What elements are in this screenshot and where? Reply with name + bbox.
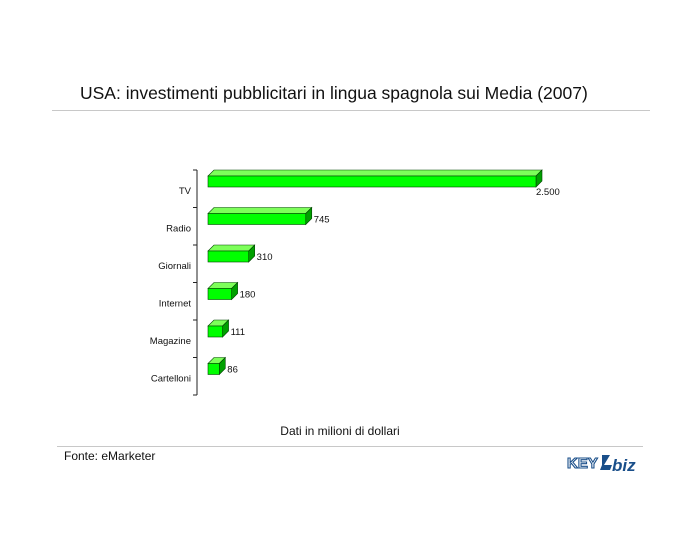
bar-internet: Internet 180 [159, 281, 256, 310]
bar-front-face [207, 288, 232, 300]
bars-group: TV 2.500 Radio 745 Giornali 310 Internet 180 Mag… [150, 169, 560, 385]
bar-giornali: Giornali 310 [158, 244, 273, 272]
logo-text-left: KEY [567, 455, 598, 472]
bar-front-face [207, 363, 220, 375]
value-label: 86 [227, 365, 238, 376]
value-label: 180 [240, 290, 256, 301]
bar-front-face [207, 250, 249, 263]
category-label: Internet [159, 299, 192, 310]
category-label: Giornali [158, 261, 191, 272]
category-label: TV [179, 186, 192, 197]
bar-magazine: Magazine 111 [150, 319, 245, 347]
category-label: Radio [166, 224, 191, 235]
value-label: 310 [257, 252, 273, 263]
bar-front-face [207, 175, 537, 188]
footer-divider [57, 446, 643, 447]
bar-top-face [207, 169, 543, 177]
logo-text-right: biz [612, 456, 636, 475]
bar-top-face [207, 244, 256, 252]
category-label: Magazine [150, 336, 191, 347]
value-label: 2.500 [536, 187, 560, 198]
source-note: Fonte: eMarketer [64, 449, 156, 463]
value-label: 745 [314, 215, 330, 226]
chart-title: USA: investimenti pubblicitari in lingua… [80, 83, 588, 103]
title-divider [52, 110, 650, 111]
bar-front-face [207, 325, 223, 338]
bar-top-face [207, 207, 313, 214]
bar-radio: Radio 745 [166, 206, 330, 235]
key4biz-logo: KEY biz [566, 454, 636, 475]
value-label: 111 [231, 327, 245, 338]
y-axis-group [193, 169, 198, 396]
bar-cartelloni: Cartelloni 86 [151, 356, 238, 385]
x-axis-label: Dati in milioni di dollari [280, 424, 400, 438]
category-label: Cartelloni [151, 374, 191, 385]
bar-tv: TV 2.500 [179, 169, 560, 198]
bar-front-face [207, 213, 307, 225]
logo-mark [600, 455, 612, 470]
